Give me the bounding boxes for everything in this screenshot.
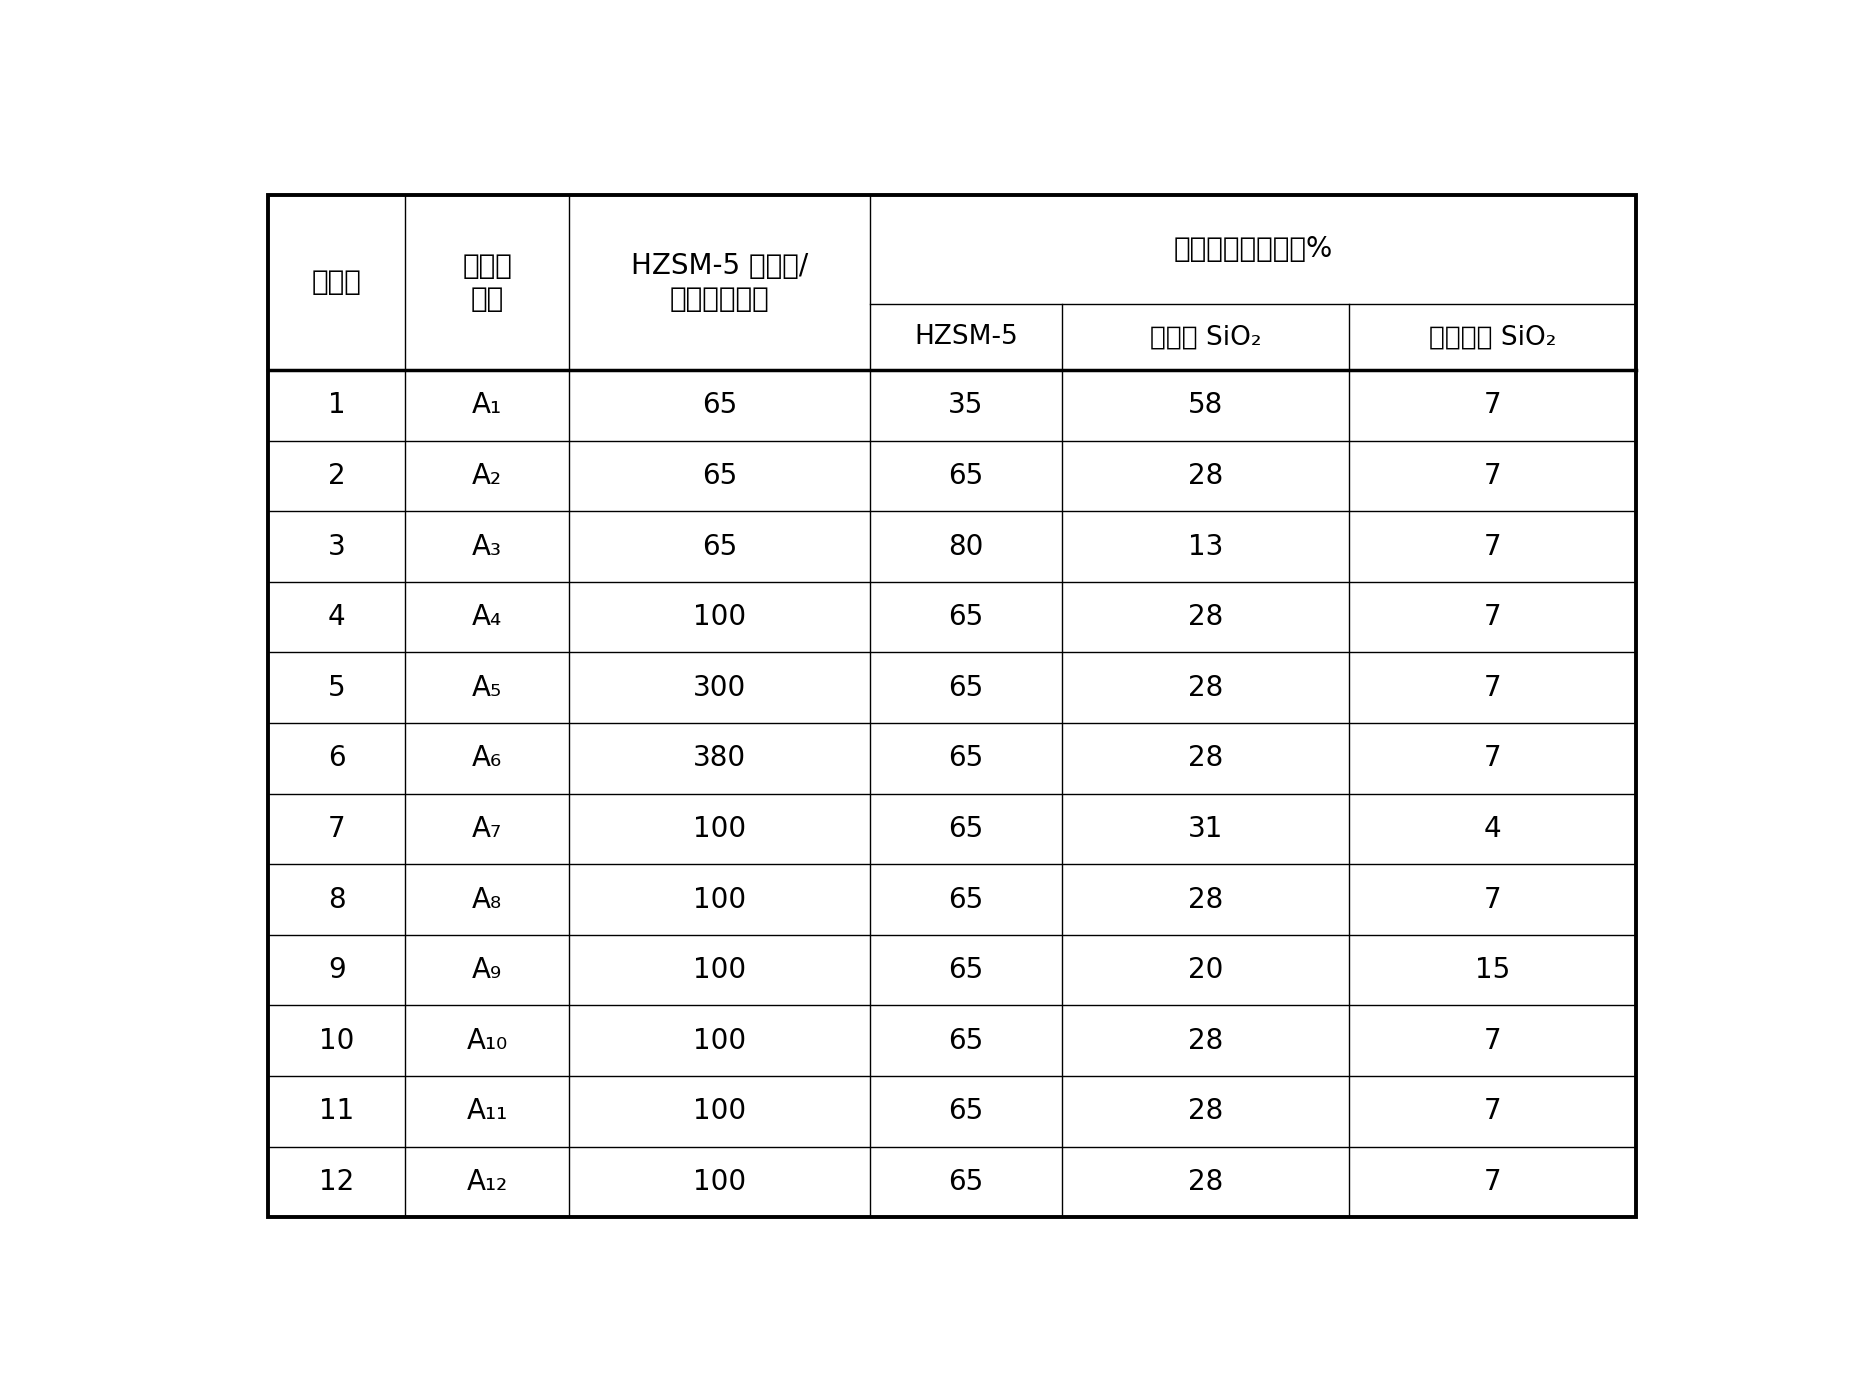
Text: 6: 6 — [327, 744, 345, 772]
Text: 31: 31 — [1187, 815, 1222, 843]
Text: A₆: A₆ — [472, 744, 501, 772]
Text: 11: 11 — [319, 1097, 355, 1125]
Text: 100: 100 — [693, 603, 747, 630]
Text: 7: 7 — [1484, 461, 1500, 489]
Text: 28: 28 — [1187, 1167, 1222, 1197]
Text: 28: 28 — [1187, 603, 1222, 630]
Text: 5: 5 — [327, 674, 345, 702]
Text: 10: 10 — [319, 1026, 355, 1054]
Text: 20: 20 — [1187, 956, 1222, 984]
Text: 100: 100 — [693, 885, 747, 913]
Text: HZSM-5: HZSM-5 — [914, 324, 1018, 350]
Text: A₉: A₉ — [472, 956, 501, 984]
Text: 100: 100 — [693, 1167, 747, 1197]
Text: 65: 65 — [947, 815, 982, 843]
Text: 28: 28 — [1187, 674, 1222, 702]
Text: A₈: A₈ — [472, 885, 501, 913]
Text: A₇: A₇ — [472, 815, 501, 843]
Text: 100: 100 — [693, 815, 747, 843]
Text: 65: 65 — [947, 1097, 982, 1125]
Text: 7: 7 — [1484, 603, 1500, 630]
Text: 7: 7 — [1484, 533, 1500, 561]
Text: 80: 80 — [947, 533, 982, 561]
Text: 65: 65 — [702, 391, 737, 419]
Text: 100: 100 — [693, 1026, 747, 1054]
Text: 65: 65 — [947, 1026, 982, 1054]
Text: A₁₁: A₁₁ — [466, 1097, 507, 1125]
Text: 7: 7 — [327, 815, 345, 843]
Text: A₅: A₅ — [472, 674, 501, 702]
Text: 300: 300 — [693, 674, 747, 702]
Text: 58: 58 — [1187, 391, 1222, 419]
Text: 7: 7 — [1484, 1026, 1500, 1054]
Text: 8: 8 — [327, 885, 345, 913]
Text: 380: 380 — [693, 744, 747, 772]
Text: A₂: A₂ — [472, 461, 501, 489]
Text: 7: 7 — [1484, 391, 1500, 419]
Text: 4: 4 — [1484, 815, 1500, 843]
Text: 28: 28 — [1187, 1097, 1222, 1125]
Text: 100: 100 — [693, 956, 747, 984]
Text: 催化剂组成，质量%: 催化剂组成，质量% — [1174, 235, 1331, 263]
Text: A₁₂: A₁₂ — [466, 1167, 507, 1197]
Text: 7: 7 — [1484, 1097, 1500, 1125]
Text: 65: 65 — [947, 674, 982, 702]
Text: 65: 65 — [947, 461, 982, 489]
Text: A₁: A₁ — [472, 391, 501, 419]
Text: 7: 7 — [1484, 674, 1500, 702]
Text: 3: 3 — [327, 533, 345, 561]
Text: 9: 9 — [327, 956, 345, 984]
Text: 65: 65 — [947, 885, 982, 913]
Text: 35: 35 — [947, 391, 982, 419]
Text: A₁₀: A₁₀ — [466, 1026, 507, 1054]
Text: 65: 65 — [947, 603, 982, 630]
Text: 100: 100 — [693, 1097, 747, 1125]
Text: 65: 65 — [947, 1167, 982, 1197]
Text: 催化剂
编号: 催化剂 编号 — [462, 252, 513, 313]
Text: 65: 65 — [702, 533, 737, 561]
Text: 15: 15 — [1474, 956, 1510, 984]
Text: 65: 65 — [702, 461, 737, 489]
Text: 12: 12 — [319, 1167, 355, 1197]
Text: 28: 28 — [1187, 885, 1222, 913]
Text: A₄: A₄ — [472, 603, 501, 630]
Text: HZSM-5 氧化硅/
氧化铝摩尔比: HZSM-5 氧化硅/ 氧化铝摩尔比 — [631, 252, 808, 313]
Text: 7: 7 — [1484, 885, 1500, 913]
Text: 7: 7 — [1484, 1167, 1500, 1197]
Text: 1: 1 — [327, 391, 345, 419]
Text: 28: 28 — [1187, 1026, 1222, 1054]
Text: 28: 28 — [1187, 744, 1222, 772]
Text: 28: 28 — [1187, 461, 1222, 489]
Text: 4: 4 — [327, 603, 345, 630]
Text: A₃: A₃ — [472, 533, 501, 561]
Text: 7: 7 — [1484, 744, 1500, 772]
Text: 修饰表面 SiO₂: 修饰表面 SiO₂ — [1428, 324, 1556, 350]
Text: 粘结剂 SiO₂: 粘结剂 SiO₂ — [1149, 324, 1261, 350]
Text: 2: 2 — [327, 461, 345, 489]
Text: 实例号: 实例号 — [312, 268, 362, 296]
Text: 65: 65 — [947, 744, 982, 772]
Text: 65: 65 — [947, 956, 982, 984]
Text: 13: 13 — [1187, 533, 1222, 561]
